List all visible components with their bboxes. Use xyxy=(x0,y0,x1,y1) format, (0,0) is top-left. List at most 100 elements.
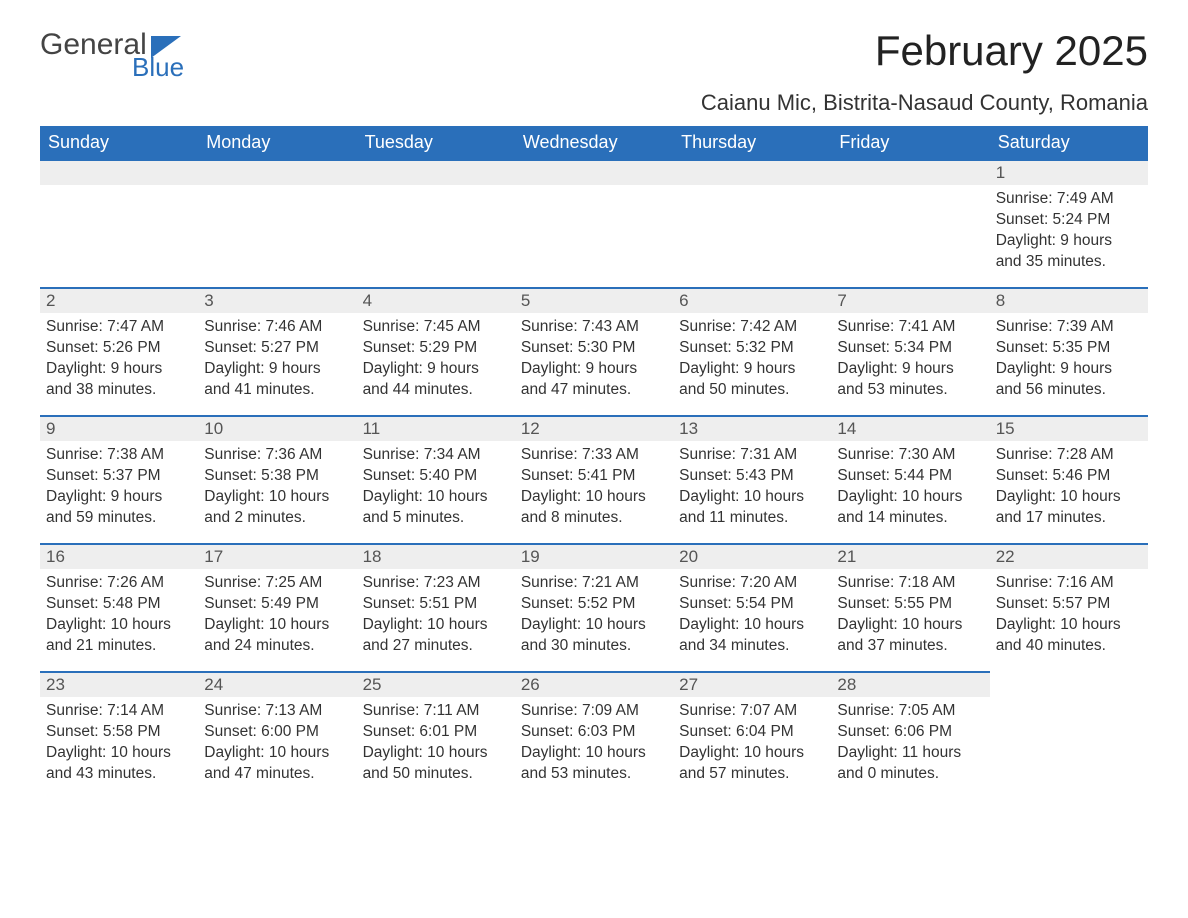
sunrise-line: Sunrise: 7:36 AM xyxy=(204,445,350,466)
sunset-line: Sunset: 6:01 PM xyxy=(363,722,509,743)
sunset-line: Sunset: 5:24 PM xyxy=(996,210,1142,231)
sunrise-line: Sunrise: 7:39 AM xyxy=(996,317,1142,338)
weekday-header: Monday xyxy=(198,126,356,159)
sunrise-line: Sunrise: 7:05 AM xyxy=(837,701,983,722)
header: General Blue February 2025 Caianu Mic, B… xyxy=(40,30,1148,116)
daylight-line: Daylight: 9 hours and 59 minutes. xyxy=(46,487,192,529)
day-details: Sunrise: 7:30 AMSunset: 5:44 PMDaylight:… xyxy=(831,441,989,537)
day-number: 19 xyxy=(515,543,673,569)
sunrise-line: Sunrise: 7:28 AM xyxy=(996,445,1142,466)
calendar-cell: 27Sunrise: 7:07 AMSunset: 6:04 PMDayligh… xyxy=(673,671,831,799)
sunset-line: Sunset: 5:49 PM xyxy=(204,594,350,615)
daylight-line: Daylight: 10 hours and 30 minutes. xyxy=(521,615,667,657)
day-number: 17 xyxy=(198,543,356,569)
calendar-cell: 13Sunrise: 7:31 AMSunset: 5:43 PMDayligh… xyxy=(673,415,831,543)
sunset-line: Sunset: 5:34 PM xyxy=(837,338,983,359)
sunset-line: Sunset: 5:30 PM xyxy=(521,338,667,359)
blank-day-header xyxy=(673,159,831,185)
blank-day-header xyxy=(40,159,198,185)
day-number: 12 xyxy=(515,415,673,441)
day-details: Sunrise: 7:31 AMSunset: 5:43 PMDaylight:… xyxy=(673,441,831,537)
day-number: 26 xyxy=(515,671,673,697)
sunrise-line: Sunrise: 7:47 AM xyxy=(46,317,192,338)
blank-day-header xyxy=(831,159,989,185)
month-title: February 2025 xyxy=(701,30,1148,72)
logo: General Blue xyxy=(40,30,184,80)
calendar-cell: 6Sunrise: 7:42 AMSunset: 5:32 PMDaylight… xyxy=(673,287,831,415)
calendar-cell: 3Sunrise: 7:46 AMSunset: 5:27 PMDaylight… xyxy=(198,287,356,415)
daylight-line: Daylight: 9 hours and 41 minutes. xyxy=(204,359,350,401)
day-details: Sunrise: 7:07 AMSunset: 6:04 PMDaylight:… xyxy=(673,697,831,793)
daylight-line: Daylight: 10 hours and 47 minutes. xyxy=(204,743,350,785)
daylight-line: Daylight: 10 hours and 17 minutes. xyxy=(996,487,1142,529)
sunrise-line: Sunrise: 7:16 AM xyxy=(996,573,1142,594)
calendar-table: SundayMondayTuesdayWednesdayThursdayFrid… xyxy=(40,126,1148,799)
day-number: 28 xyxy=(831,671,989,697)
sunset-line: Sunset: 5:40 PM xyxy=(363,466,509,487)
calendar-cell: 24Sunrise: 7:13 AMSunset: 6:00 PMDayligh… xyxy=(198,671,356,799)
location-subtitle: Caianu Mic, Bistrita-Nasaud County, Roma… xyxy=(701,90,1148,116)
sunset-line: Sunset: 5:26 PM xyxy=(46,338,192,359)
calendar-cell: 1Sunrise: 7:49 AMSunset: 5:24 PMDaylight… xyxy=(990,159,1148,287)
sunrise-line: Sunrise: 7:43 AM xyxy=(521,317,667,338)
daylight-line: Daylight: 9 hours and 35 minutes. xyxy=(996,231,1142,273)
sunset-line: Sunset: 5:54 PM xyxy=(679,594,825,615)
day-details: Sunrise: 7:49 AMSunset: 5:24 PMDaylight:… xyxy=(990,185,1148,281)
calendar-cell: 12Sunrise: 7:33 AMSunset: 5:41 PMDayligh… xyxy=(515,415,673,543)
sunrise-line: Sunrise: 7:20 AM xyxy=(679,573,825,594)
calendar-cell: 15Sunrise: 7:28 AMSunset: 5:46 PMDayligh… xyxy=(990,415,1148,543)
day-details: Sunrise: 7:25 AMSunset: 5:49 PMDaylight:… xyxy=(198,569,356,665)
day-number: 25 xyxy=(357,671,515,697)
daylight-line: Daylight: 10 hours and 11 minutes. xyxy=(679,487,825,529)
daylight-line: Daylight: 10 hours and 2 minutes. xyxy=(204,487,350,529)
day-details: Sunrise: 7:34 AMSunset: 5:40 PMDaylight:… xyxy=(357,441,515,537)
day-number: 4 xyxy=(357,287,515,313)
daylight-line: Daylight: 11 hours and 0 minutes. xyxy=(837,743,983,785)
day-number: 18 xyxy=(357,543,515,569)
day-details: Sunrise: 7:38 AMSunset: 5:37 PMDaylight:… xyxy=(40,441,198,537)
day-details: Sunrise: 7:41 AMSunset: 5:34 PMDaylight:… xyxy=(831,313,989,409)
calendar-cell: 10Sunrise: 7:36 AMSunset: 5:38 PMDayligh… xyxy=(198,415,356,543)
sunrise-line: Sunrise: 7:18 AM xyxy=(837,573,983,594)
sunset-line: Sunset: 6:03 PM xyxy=(521,722,667,743)
sunset-line: Sunset: 5:29 PM xyxy=(363,338,509,359)
calendar-cell: 16Sunrise: 7:26 AMSunset: 5:48 PMDayligh… xyxy=(40,543,198,671)
blank-day-header xyxy=(357,159,515,185)
sunset-line: Sunset: 6:00 PM xyxy=(204,722,350,743)
daylight-line: Daylight: 10 hours and 43 minutes. xyxy=(46,743,192,785)
calendar-cell: 18Sunrise: 7:23 AMSunset: 5:51 PMDayligh… xyxy=(357,543,515,671)
calendar-cell xyxy=(198,159,356,287)
sunset-line: Sunset: 5:52 PM xyxy=(521,594,667,615)
calendar-cell xyxy=(831,159,989,287)
blank-day-header xyxy=(198,159,356,185)
day-number: 27 xyxy=(673,671,831,697)
sunset-line: Sunset: 5:46 PM xyxy=(996,466,1142,487)
sunset-line: Sunset: 5:51 PM xyxy=(363,594,509,615)
calendar-cell: 21Sunrise: 7:18 AMSunset: 5:55 PMDayligh… xyxy=(831,543,989,671)
sunrise-line: Sunrise: 7:11 AM xyxy=(363,701,509,722)
calendar-cell: 4Sunrise: 7:45 AMSunset: 5:29 PMDaylight… xyxy=(357,287,515,415)
daylight-line: Daylight: 10 hours and 5 minutes. xyxy=(363,487,509,529)
day-details: Sunrise: 7:46 AMSunset: 5:27 PMDaylight:… xyxy=(198,313,356,409)
day-details: Sunrise: 7:11 AMSunset: 6:01 PMDaylight:… xyxy=(357,697,515,793)
sunset-line: Sunset: 5:37 PM xyxy=(46,466,192,487)
calendar-cell: 14Sunrise: 7:30 AMSunset: 5:44 PMDayligh… xyxy=(831,415,989,543)
sunset-line: Sunset: 5:35 PM xyxy=(996,338,1142,359)
sunrise-line: Sunrise: 7:14 AM xyxy=(46,701,192,722)
sunset-line: Sunset: 5:32 PM xyxy=(679,338,825,359)
day-number: 23 xyxy=(40,671,198,697)
day-number: 3 xyxy=(198,287,356,313)
calendar-cell: 28 Sunrise: 7:05 AMSunset: 6:06 PMDayligh… xyxy=(831,671,989,799)
daylight-line: Daylight: 9 hours and 50 minutes. xyxy=(679,359,825,401)
weekday-header: Wednesday xyxy=(515,126,673,159)
blank-day-header xyxy=(515,159,673,185)
sunset-line: Sunset: 6:06 PM xyxy=(837,722,983,743)
sunrise-line: Sunrise: 7:23 AM xyxy=(363,573,509,594)
daylight-line: Daylight: 10 hours and 53 minutes. xyxy=(521,743,667,785)
day-details: Sunrise: 7:47 AMSunset: 5:26 PMDaylight:… xyxy=(40,313,198,409)
calendar-cell: 8Sunrise: 7:39 AMSunset: 5:35 PMDaylight… xyxy=(990,287,1148,415)
day-details: Sunrise: 7:18 AMSunset: 5:55 PMDaylight:… xyxy=(831,569,989,665)
weekday-header: Tuesday xyxy=(357,126,515,159)
day-details: Sunrise: 7:33 AMSunset: 5:41 PMDaylight:… xyxy=(515,441,673,537)
calendar-header-row: SundayMondayTuesdayWednesdayThursdayFrid… xyxy=(40,126,1148,159)
